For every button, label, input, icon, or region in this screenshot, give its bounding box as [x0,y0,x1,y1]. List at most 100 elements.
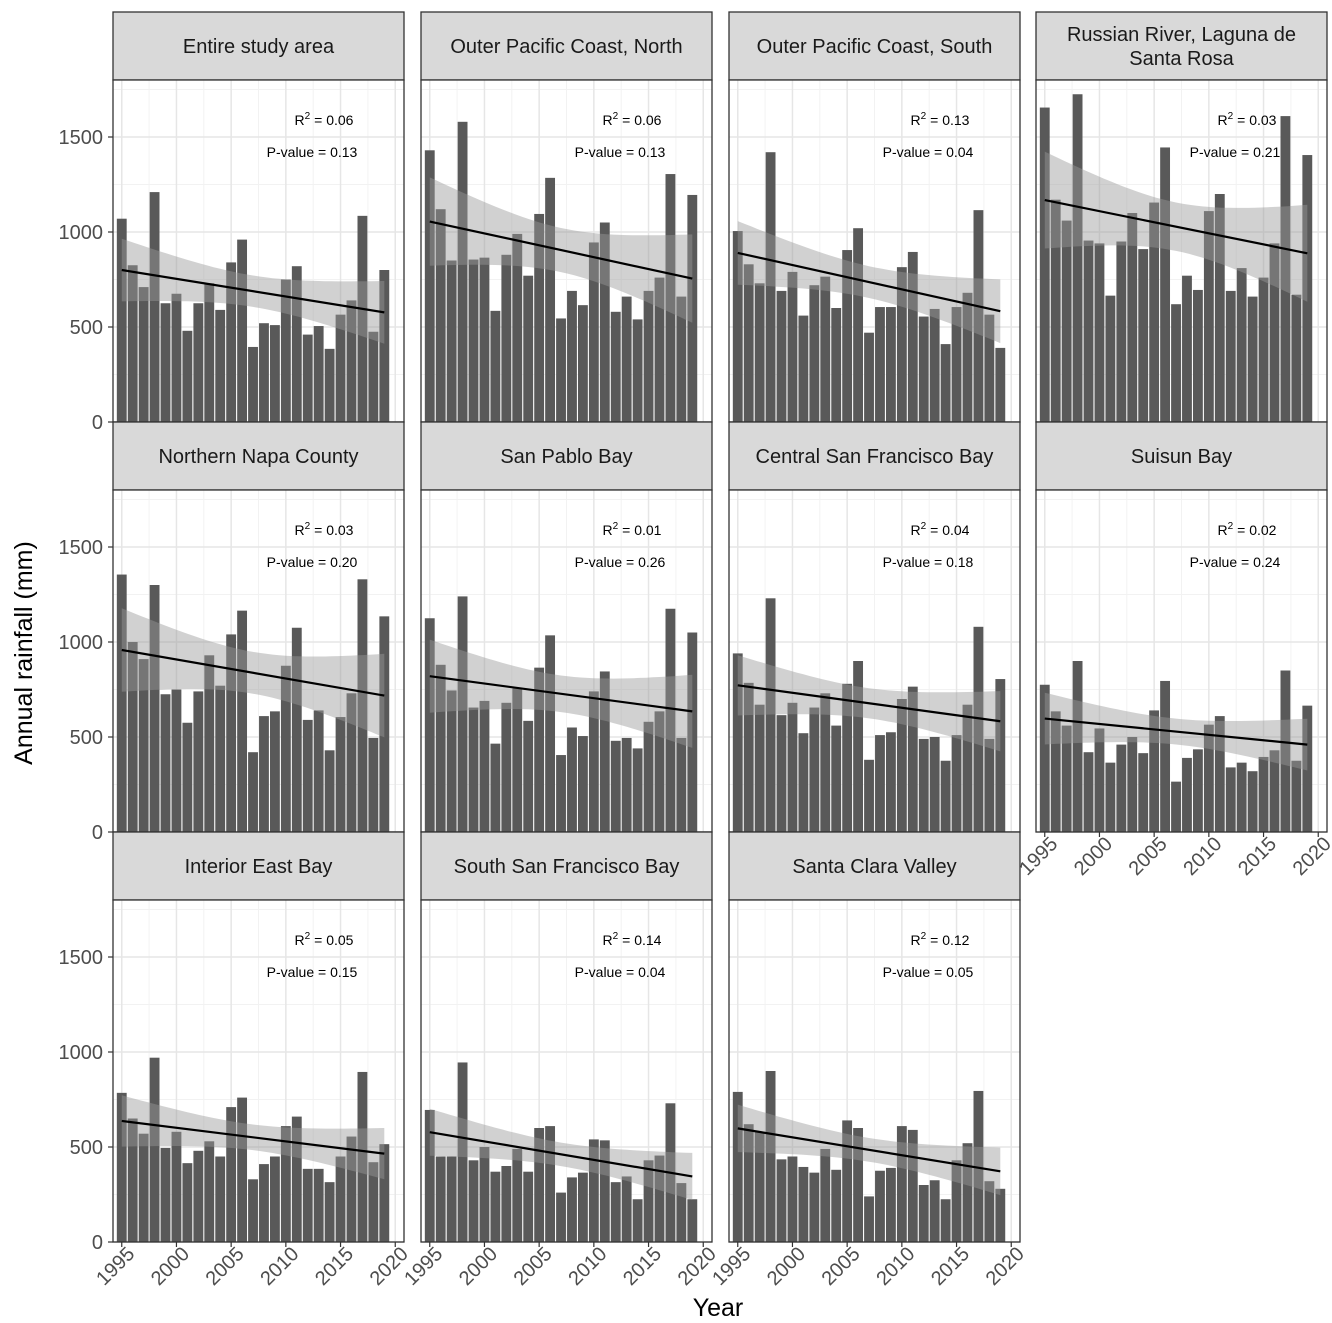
facet-strip [112,11,405,81]
rainfall-bar [599,671,610,832]
rainfall-bar [599,222,610,422]
rainfall-bar [424,618,435,832]
rainfall-bar [643,1160,654,1242]
rainfall-bar [313,326,324,422]
r-squared-part: 2 [1228,111,1234,122]
rainfall-bar [621,737,632,832]
p-value-label: P-value = 0.26 [575,554,666,570]
rainfall-bar [809,707,820,832]
rainfall-bar [687,1199,698,1242]
rainfall-bar [798,733,809,832]
rainfall-bar [599,1140,610,1242]
rainfall-bar [280,279,291,422]
rainfall-bar [732,231,743,422]
rainfall-bar [138,1133,149,1242]
facet-strip [112,421,405,491]
facet-strip [1035,11,1328,81]
rainfall-bar [116,574,127,832]
rainfall-bar [632,1199,643,1242]
facet-strip [728,831,1021,901]
rainfall-bar [654,711,665,832]
rainfall-bar [523,720,534,832]
rainfall-bar [995,347,1006,422]
x-tick-label: 2000 [455,1243,502,1290]
rainfall-bar [973,1090,984,1242]
x-tick-label: 2005 [510,1243,557,1290]
rainfall-bar [379,616,390,832]
r-squared-label: R2 = 0.14 [603,931,662,948]
panel-border [420,899,713,1243]
rainfall-bar [1171,781,1181,832]
rainfall-bar [831,1169,842,1242]
rainfall-bar [875,1170,885,1242]
rainfall-bar [940,760,951,832]
r-squared-part: R [911,522,921,538]
y-tick-label: 0 [92,822,103,844]
rainfall-bar [1061,220,1072,422]
facet-title: Suisun Bay [1131,446,1232,468]
r-squared-label: R2 = 0.02 [1218,521,1277,538]
rainfall-bar [368,1162,379,1242]
rainfall-bar [610,1182,621,1242]
trend-line [1044,199,1308,255]
rainfall-bar [204,655,215,832]
rainfall-bar [248,752,258,832]
rainfall-bar [665,608,676,832]
x-tick-label: 2010 [256,1243,303,1290]
rainfall-bar [357,1071,368,1242]
facet-title: Entire study area [183,36,335,58]
rainfall-bar [776,715,787,832]
rainfall-bar [302,334,313,422]
rainfall-bar [787,271,798,422]
rainfall-bar [1302,155,1313,423]
y-tick-label: 1000 [59,632,104,654]
rainfall-bar [302,719,313,832]
rainfall-bar [577,1172,588,1242]
rainfall-bar [1214,716,1225,832]
rainfall-bar [831,308,842,422]
rainfall-bar [1280,670,1291,832]
rainfall-bar [1269,750,1280,832]
rainfall-bar [215,309,226,422]
rainfall-bar [896,267,907,422]
rainfall-bar [269,711,280,832]
rainfall-bar [545,177,556,422]
y-axis-title: Annual rainfall (mm) [10,541,38,765]
rainfall-bar [424,150,435,423]
rainfall-bar [732,653,743,832]
rainfall-bar [853,1128,864,1242]
rainfall-bar [479,1147,490,1242]
rainfall-bar [588,1139,599,1242]
rainfall-bar [896,699,907,832]
rainfall-bar [918,1185,929,1242]
facet-panel: San Pablo Bay R2 = 0.01 P-value = 0.26 [420,421,713,833]
rainfall-bar [654,1155,665,1242]
rainfall-bar [291,266,302,422]
rainfall-bar [490,310,501,422]
rainfall-bar [1247,771,1258,832]
rainfall-bar [1094,243,1105,422]
rainfall-bar [940,344,951,422]
rainfall-bar [291,1116,302,1242]
facet-title: Central San Francisco Bay [756,446,994,468]
rainfall-bar [127,1118,138,1242]
facet-strip [420,831,713,901]
rainfall-bar [687,194,698,422]
rainfall-bar [424,1109,435,1242]
r-squared-part: 2 [305,111,311,122]
rainfall-bar [567,1177,577,1242]
rainfall-bar [1083,240,1094,422]
trend-line [737,1127,1001,1173]
rainfall-bar [1203,724,1214,832]
facet-panel: Northern Napa County R2 = 0.03 P-value = 0… [59,421,405,844]
y-tick-label: 1500 [59,947,104,969]
facet-title: Santa Clara Valley [792,856,956,878]
rainfall-bar [610,311,621,422]
rainfall-bar [501,1166,512,1242]
rainfall-bar [512,688,523,832]
rainfall-bar [842,250,853,422]
rainfall-bar [138,659,149,832]
rainfall-bar [368,331,379,422]
rainfall-bar [335,1156,346,1242]
